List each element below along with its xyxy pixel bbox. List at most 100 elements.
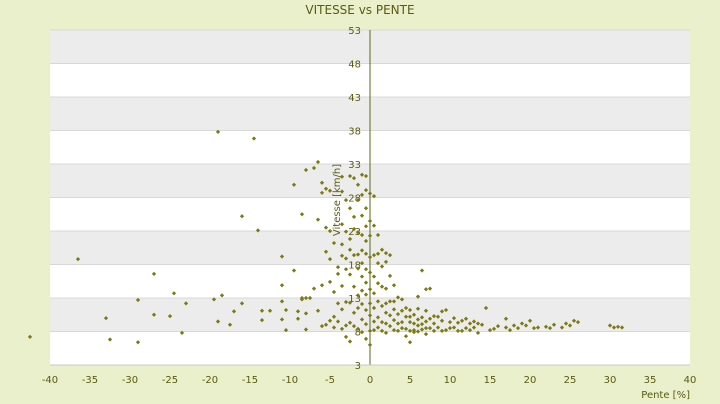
x-tick-label: 25	[564, 375, 577, 386]
data-point	[383, 286, 389, 291]
data-point	[447, 319, 453, 325]
data-point	[319, 324, 325, 329]
data-point	[259, 317, 265, 323]
data-point	[323, 186, 329, 191]
data-point	[423, 319, 429, 324]
x-tick-label: 40	[684, 375, 697, 386]
data-point	[419, 327, 425, 332]
data-point	[347, 320, 353, 325]
data-point	[407, 307, 413, 313]
data-point	[339, 189, 345, 194]
data-point	[239, 301, 245, 306]
data-point	[435, 314, 441, 319]
data-point	[359, 317, 365, 322]
data-point	[347, 272, 353, 277]
data-point	[567, 323, 573, 328]
x-tick-label: -20	[202, 375, 218, 386]
data-point	[295, 309, 301, 314]
data-point	[415, 317, 421, 322]
data-point	[211, 297, 217, 302]
data-point	[607, 323, 613, 328]
data-point	[359, 213, 365, 218]
data-point	[331, 289, 337, 295]
data-point	[395, 328, 401, 333]
data-point	[315, 159, 321, 165]
data-point	[303, 167, 309, 173]
data-point	[411, 330, 417, 335]
data-point	[399, 326, 405, 331]
data-point	[343, 256, 349, 261]
data-point	[363, 251, 369, 256]
data-point	[427, 326, 433, 331]
data-point	[343, 229, 349, 234]
data-point	[471, 319, 477, 324]
data-point	[367, 270, 373, 275]
data-point	[347, 236, 353, 242]
y-axis-label: Vitesse [km/h]	[332, 164, 343, 236]
data-point	[399, 308, 405, 313]
data-point	[335, 265, 341, 270]
data-point	[347, 339, 353, 344]
data-point	[215, 129, 221, 134]
data-point	[347, 206, 353, 211]
data-point	[415, 294, 421, 299]
data-point	[323, 249, 329, 254]
data-point	[403, 305, 409, 311]
data-point	[179, 330, 185, 335]
data-point	[331, 314, 337, 319]
data-point	[383, 250, 389, 256]
data-point	[355, 198, 361, 203]
data-point	[363, 267, 369, 272]
data-point	[383, 301, 389, 306]
y-tick-label: 33	[348, 160, 361, 171]
data-point	[339, 253, 345, 258]
data-point	[423, 332, 429, 337]
data-point	[327, 188, 333, 193]
data-point	[311, 286, 317, 291]
x-tick-label: 30	[604, 375, 617, 386]
data-point	[547, 326, 553, 331]
data-point	[359, 248, 365, 253]
data-point	[519, 321, 525, 326]
data-point	[303, 327, 309, 332]
data-point	[227, 322, 233, 327]
x-tick-label: -15	[242, 375, 258, 386]
data-point	[491, 326, 497, 331]
data-point	[551, 322, 557, 327]
data-point	[151, 271, 157, 277]
data-point	[527, 318, 533, 323]
x-tick-label: -40	[42, 375, 58, 386]
data-point	[315, 217, 321, 222]
data-point	[419, 315, 425, 320]
y-tick-label: 8	[355, 328, 361, 339]
data-points	[27, 129, 625, 348]
data-point	[323, 225, 329, 230]
data-point	[279, 283, 285, 288]
data-point	[407, 340, 413, 345]
data-point	[383, 321, 389, 326]
data-point	[531, 326, 537, 331]
data-point	[415, 306, 421, 311]
data-point	[367, 218, 373, 224]
data-point	[395, 321, 401, 326]
data-point	[303, 311, 309, 316]
data-point	[359, 261, 365, 266]
data-point	[347, 247, 353, 252]
data-point	[259, 308, 265, 313]
x-tick-label: -25	[162, 375, 178, 386]
data-point	[371, 252, 377, 258]
data-point	[391, 317, 397, 323]
data-point	[151, 312, 157, 317]
data-point	[399, 297, 405, 302]
data-point	[355, 266, 361, 271]
data-point	[279, 317, 285, 322]
data-point	[415, 323, 421, 328]
data-point	[423, 308, 429, 313]
data-point	[619, 325, 625, 330]
data-point	[363, 280, 369, 285]
data-point	[303, 295, 309, 301]
data-point	[375, 325, 381, 330]
data-point	[379, 284, 385, 289]
x-axis-label: Pente [%]	[641, 390, 690, 400]
x-tick-label: -35	[82, 375, 98, 386]
